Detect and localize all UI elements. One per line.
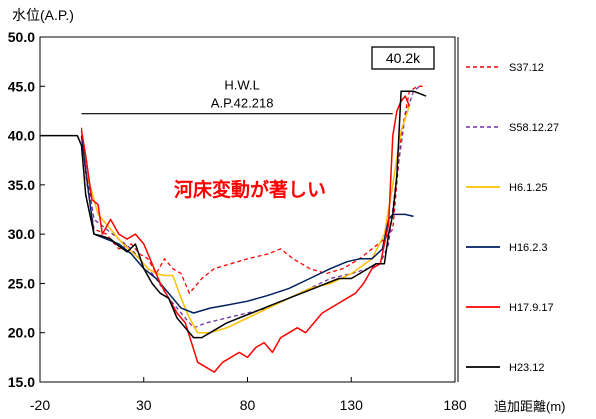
y-axis-label: 水位(A.P.) (12, 7, 74, 23)
y-tick-label: 20.0 (8, 325, 35, 341)
series-line-H16.2.3 (80, 135, 414, 314)
legend-label: H6.1.25 (509, 182, 548, 194)
plot-area: 15.0 20.0 25.0 30.0 35.0 40.0 45.0 50.0 -20 30 80 1… (8, 29, 467, 413)
hwl-label: H.W.L (224, 78, 259, 93)
series-line-S37.12 (80, 85, 426, 294)
series-line-H6.1.25 (80, 105, 411, 334)
legend-label: H16.2.3 (509, 242, 548, 254)
x-tick-label: 30 (136, 397, 152, 413)
hwl-level-label: A.P.42.218 (211, 96, 274, 111)
series-line-H23.12 (40, 90, 427, 339)
y-tick-label: 40.0 (8, 128, 35, 144)
legend-label: H17.9.17 (509, 302, 554, 314)
y-tick-label: 50.0 (8, 29, 35, 45)
legend: S37.12 S58.12.27 H6.1.25 H16.2.3 H17.9.17 H23… (457, 37, 559, 382)
annotation-text: 河床変動が著しい (174, 178, 326, 201)
series-line-H17.9.17 (80, 95, 411, 373)
legend-label: S37.12 (509, 62, 544, 74)
section-label: 40.2k (386, 50, 421, 66)
x-tick-label: 180 (443, 397, 467, 413)
y-tick-label: 25.0 (8, 275, 35, 291)
y-tick-label: 30.0 (8, 226, 35, 242)
x-tick-label: 130 (340, 397, 364, 413)
y-tick-label: 35.0 (8, 177, 35, 193)
x-tick-label: -20 (30, 397, 50, 413)
y-tick-label: 15.0 (8, 374, 35, 390)
legend-label: S58.12.27 (509, 122, 559, 134)
x-tick-label: 80 (240, 397, 256, 413)
section-label-box (371, 46, 435, 70)
x-axis-label: 追加距離(m) (494, 399, 566, 414)
legend-label: H23.12 (509, 362, 544, 374)
y-tick-label: 45.0 (8, 78, 35, 94)
